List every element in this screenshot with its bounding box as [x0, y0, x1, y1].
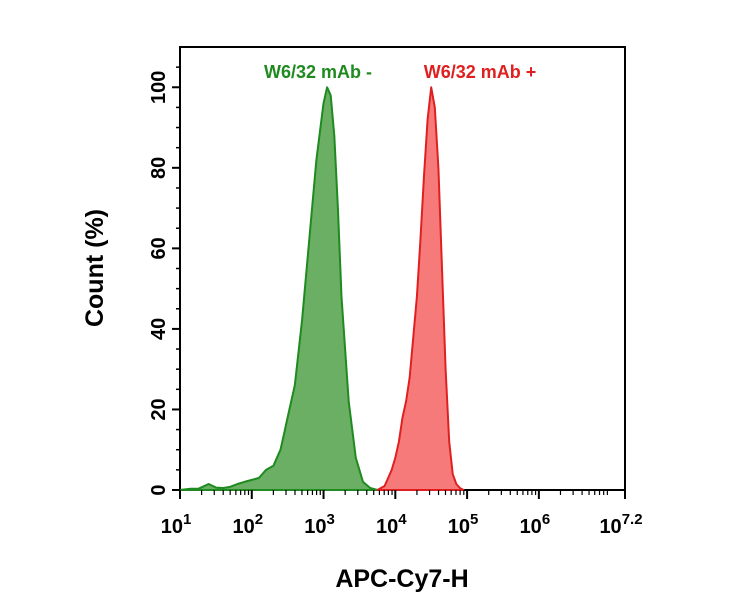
x-tick-label: 107.2	[599, 511, 642, 538]
y-tick-label: 20	[148, 398, 170, 420]
series-label-positive: W6/32 mAb +	[424, 62, 537, 82]
x-axis-title: APC-Cy7-H	[335, 565, 468, 593]
x-tick-label: 102	[232, 511, 263, 538]
x-tick-label: 104	[376, 511, 407, 538]
y-tick-label: 60	[148, 237, 170, 259]
series-area-negative	[179, 86, 379, 491]
x-tick-label: 103	[304, 511, 335, 538]
y-axis-ticks: 0 20 40 60 80 100	[148, 66, 180, 496]
x-tick-label: 106	[520, 511, 551, 538]
x-axis-ticks: 101 102 103 104 105 106 107.2	[161, 490, 643, 538]
y-axis-title: Count (%)	[81, 209, 109, 327]
series-label-negative: W6/32 mAb -	[264, 62, 372, 82]
x-tick-label: 101	[161, 511, 192, 538]
y-tick-label: 80	[148, 157, 170, 179]
y-tick-label: 100	[148, 71, 170, 104]
series-area-positive	[376, 86, 465, 491]
y-tick-label: 0	[148, 484, 170, 495]
x-tick-label: 105	[448, 511, 479, 538]
plot-area: 101 102 103 104 105 106 107.2 0 20 40 60 80 100	[148, 46, 643, 538]
y-tick-label: 40	[148, 318, 170, 340]
